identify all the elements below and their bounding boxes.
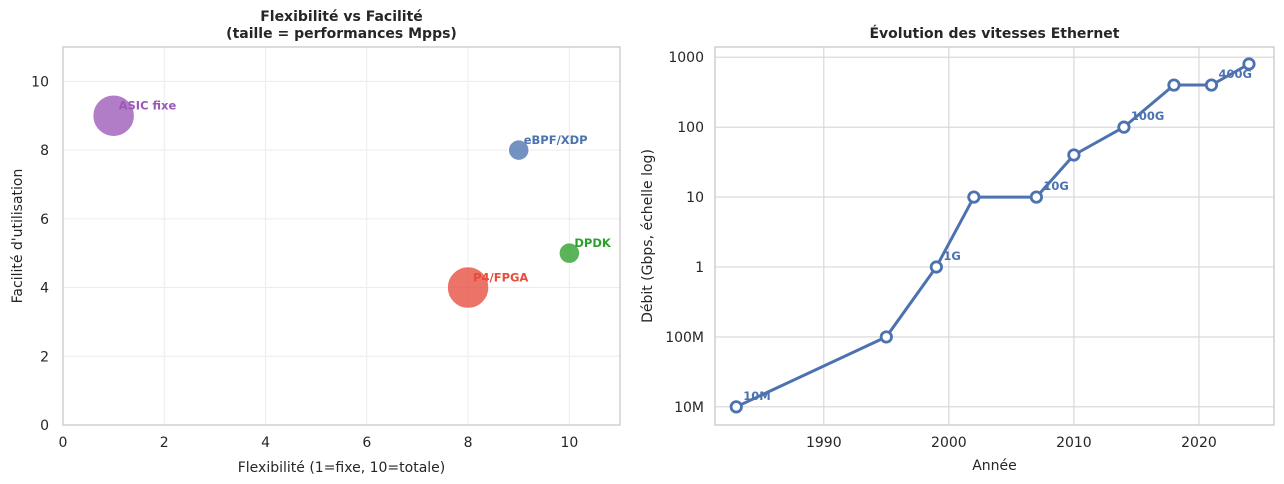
line-marker — [1117, 120, 1131, 134]
line-x-ticks: 1990 2000 2010 2020 — [806, 435, 1217, 451]
scatter-x-tick-label: 6 — [362, 435, 371, 451]
scatter-point — [91, 93, 136, 138]
scatter-x-tick-label: 8 — [464, 435, 473, 451]
line-marker — [1242, 57, 1256, 71]
scatter-point-label: DPDK — [574, 236, 612, 250]
scatter-y-tick-label: 0 — [40, 418, 49, 434]
line-annotation: 10M — [743, 389, 770, 403]
scatter-x-tick-label: 2 — [160, 435, 169, 451]
line-annotation: 1G — [943, 249, 960, 263]
scatter-points — [91, 93, 581, 310]
line-y-tick-label: 10M — [674, 400, 704, 416]
line-y-tick-label: 100M — [665, 330, 704, 346]
scatter-point — [558, 241, 581, 265]
scatter-y-tick-label: 4 — [40, 281, 49, 297]
scatter-chart: 0 2 4 6 8 10 0 2 4 6 8 10 ASIC fixe eBPF/XDP DPDK P4/… — [10, 9, 621, 476]
line-y-ticks: 10M 100M 1 10 100 1000 — [665, 50, 704, 416]
line-annotation: 100G — [1131, 109, 1164, 123]
scatter-point-labels: ASIC fixe eBPF/XDP DPDK P4/FPGA — [119, 99, 612, 285]
scatter-subtitle: (taille = performances Mpps) — [226, 26, 457, 42]
scatter-y-ticks: 0 2 4 6 8 10 — [31, 74, 49, 434]
line-title: Évolution des vitesses Ethernet — [869, 25, 1119, 42]
line-y-tick-label: 1000 — [668, 50, 704, 66]
scatter-plot-area — [62, 46, 621, 426]
scatter-point-label: P4/FPGA — [473, 271, 528, 285]
line-marker — [1204, 78, 1219, 92]
line-marker — [879, 330, 893, 344]
line-annotation: 10G — [1043, 179, 1068, 193]
scatter-point-label: eBPF/XDP — [524, 133, 588, 147]
scatter-point-label: ASIC fixe — [119, 99, 177, 113]
scatter-x-tick-label: 10 — [560, 435, 578, 451]
line-annotation: 400G — [1218, 67, 1251, 81]
line-x-tick-label: 1990 — [806, 435, 842, 451]
scatter-y-tick-label: 6 — [40, 212, 49, 228]
ethernet-speed-line — [734, 62, 1251, 409]
scatter-x-tick-label: 4 — [261, 435, 270, 451]
line-annotations: 10M 1G 10G 100G 400G — [743, 67, 1252, 403]
scatter-x-axis-label: Flexibilité (1=fixe, 10=totale) — [238, 460, 446, 476]
scatter-y-tick-label: 8 — [40, 143, 49, 159]
scatter-y-tick-label: 2 — [40, 349, 49, 365]
scatter-title: Flexibilité vs Facilité — [260, 9, 423, 25]
line-marker — [967, 190, 981, 204]
scatter-point — [446, 265, 490, 310]
line-x-tick-label: 2000 — [931, 435, 967, 451]
line-plot-area — [714, 46, 1275, 426]
line-y-tick-label: 10 — [686, 190, 704, 206]
scatter-point — [507, 138, 530, 162]
line-marker — [1067, 148, 1081, 162]
line-y-axis-label: Débit (Gbps, échelle log) — [640, 149, 656, 323]
line-chart: 1990 2000 2010 2020 10M 100M 1 10 100 1000 10M 1G… — [640, 25, 1275, 474]
scatter-y-axis-label: Facilité d'utilisation — [10, 169, 26, 304]
line-marker — [729, 400, 743, 414]
line-marker — [1167, 78, 1181, 92]
scatter-y-tick-label: 10 — [31, 74, 49, 90]
line-y-tick-label: 1 — [695, 260, 704, 276]
line-marker — [1029, 190, 1043, 204]
line-series — [729, 57, 1256, 414]
scatter-x-tick-label: 0 — [59, 435, 68, 451]
line-x-tick-label: 2020 — [1181, 435, 1217, 451]
line-marker — [929, 260, 943, 274]
line-x-tick-label: 2010 — [1056, 435, 1092, 451]
scatter-x-ticks: 0 2 4 6 8 10 — [59, 435, 579, 451]
line-x-axis-label: Année — [972, 458, 1017, 474]
line-grid — [715, 47, 1274, 425]
line-y-tick-label: 100 — [677, 120, 704, 136]
